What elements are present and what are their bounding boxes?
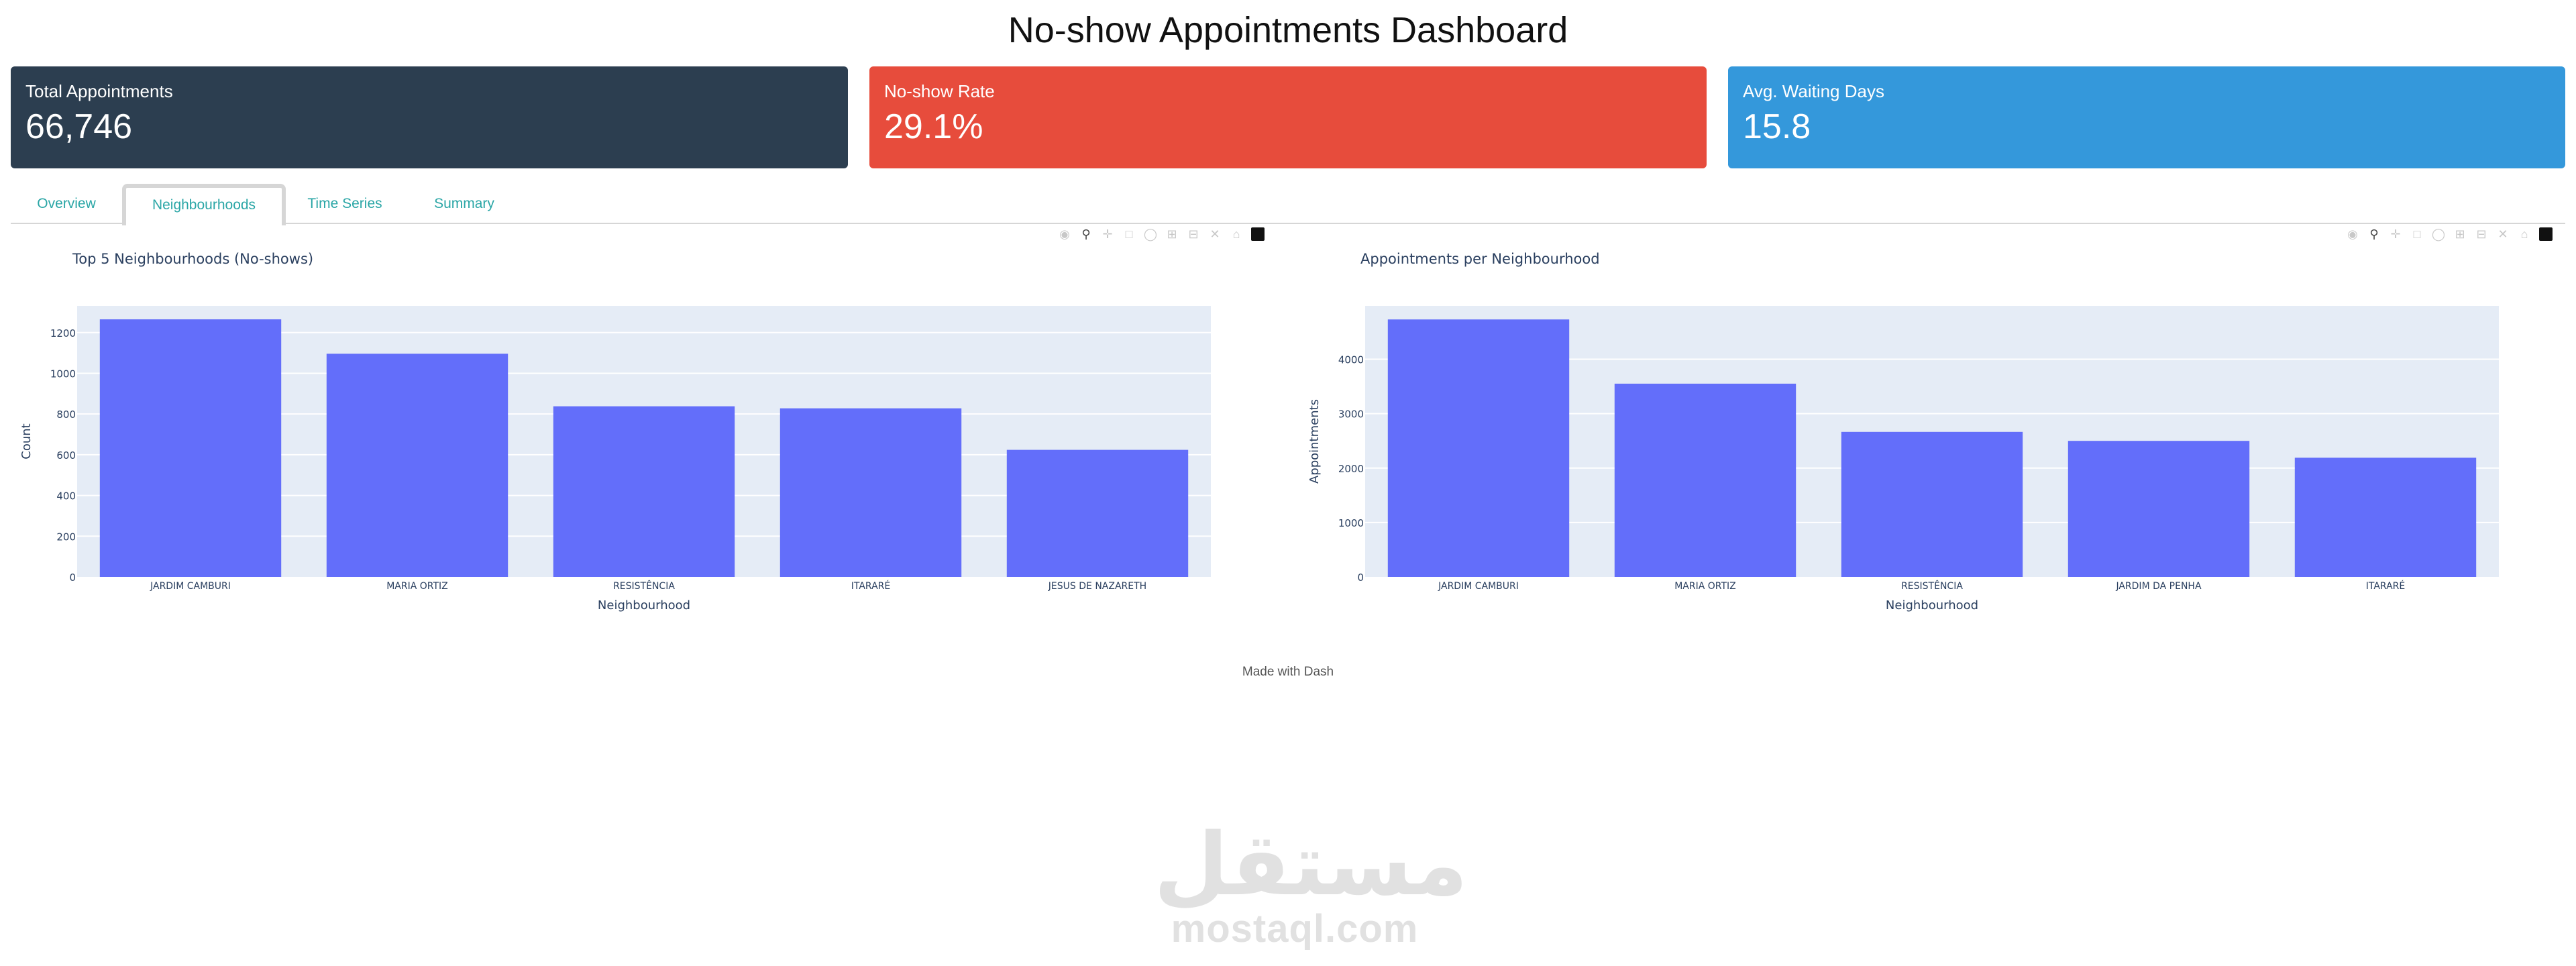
y-axis-title: Appointments — [1307, 399, 1322, 484]
bar[interactable] — [1006, 449, 1189, 577]
y-tick-label: 800 — [56, 409, 76, 421]
y-tick-label: 2000 — [1338, 463, 1364, 475]
plotly-logo-icon[interactable] — [1250, 227, 1265, 241]
watermark-logo: مستقل mostaql.com — [1154, 815, 1468, 951]
pan-icon[interactable]: ✛ — [1102, 227, 1113, 241]
bar[interactable] — [326, 354, 508, 577]
reset-axes-icon[interactable]: ⌂ — [2520, 227, 2528, 241]
x-tick-label: JARDIM DA PENHA — [2115, 581, 2201, 592]
y-tick-label: 1000 — [1338, 517, 1364, 529]
bar[interactable] — [1841, 431, 2023, 577]
x-tick-label: JARDIM CAMBURI — [150, 581, 231, 592]
x-tick-label: MARIA ORTIZ — [386, 581, 448, 592]
x-tick-label: RESISTÊNCIA — [613, 580, 675, 592]
chart-title-top-neighbourhoods: Top 5 Neighbourhoods (No-shows) — [72, 251, 314, 267]
lasso-icon[interactable]: ◯ — [2431, 227, 2446, 241]
y-tick-label: 4000 — [1338, 354, 1364, 366]
camera-icon[interactable]: ◉ — [1059, 227, 1070, 241]
y-tick-label: 200 — [56, 531, 76, 543]
x-tick-label: MARIA ORTIZ — [1674, 581, 1736, 592]
x-tick-label: JESUS DE NAZARETH — [1048, 581, 1146, 592]
chart-modebar: ◉ ⚲ ✛ □ ◯ ⊞ ⊟ ✕ ⌂ — [1057, 227, 1265, 246]
x-tick-label: ITARARÉ — [2366, 580, 2405, 592]
bar[interactable] — [780, 408, 962, 577]
zoom-out-icon[interactable]: ⊟ — [1188, 227, 1199, 241]
bar[interactable] — [2068, 441, 2250, 577]
kpi-label: Total Appointments — [25, 81, 173, 101]
camera-icon[interactable]: ◉ — [2347, 227, 2358, 241]
bar[interactable] — [99, 319, 282, 577]
kpi-card-no-show-rate: No-show Rate 29.1% — [869, 66, 1707, 168]
pan-icon[interactable]: ✛ — [2390, 227, 2401, 241]
zoom-icon[interactable]: ⚲ — [1081, 227, 1091, 241]
x-tick-label: ITARARÉ — [851, 580, 890, 592]
kpi-value: 66,746 — [25, 107, 133, 146]
tab-neighbourhoods[interactable]: Neighbourhoods — [122, 184, 286, 225]
y-tick-label: 1200 — [50, 327, 76, 339]
zoom-in-icon[interactable]: ⊞ — [1167, 227, 1177, 241]
kpi-card-total-appointments: Total Appointments 66,746 — [11, 66, 848, 168]
bar[interactable] — [1387, 319, 1570, 577]
y-tick-label: 1000 — [50, 368, 76, 380]
autoscale-icon[interactable]: ✕ — [2498, 227, 2508, 241]
x-tick-label: RESISTÊNCIA — [1901, 580, 1963, 592]
box-select-icon[interactable]: □ — [1125, 227, 1133, 241]
page-title: No-show Appointments Dashboard — [1008, 10, 1568, 50]
x-tick-label: JARDIM CAMBURI — [1438, 581, 1519, 592]
kpi-value: 29.1% — [884, 107, 983, 146]
footer-text: Made with Dash — [1242, 665, 1334, 679]
box-select-icon[interactable]: □ — [2413, 227, 2421, 241]
zoom-out-icon[interactable]: ⊟ — [2476, 227, 2487, 241]
autoscale-icon[interactable]: ✕ — [1210, 227, 1220, 241]
chart-modebar: ◉ ⚲ ✛ □ ◯ ⊞ ⊟ ✕ ⌂ — [2345, 227, 2553, 246]
y-tick-label: 600 — [56, 449, 76, 462]
plotly-logo-icon[interactable] — [2538, 227, 2553, 241]
reset-axes-icon[interactable]: ⌂ — [1232, 227, 1240, 241]
y-axis-title: Count — [19, 423, 34, 459]
y-tick-label: 0 — [1357, 572, 1364, 584]
kpi-card-avg-waiting-days: Avg. Waiting Days 15.8 — [1728, 66, 2565, 168]
kpi-value: 15.8 — [1743, 107, 1811, 146]
bar[interactable] — [2294, 458, 2477, 577]
watermark-latin: mostaql.com — [1171, 907, 1419, 951]
tab-overview[interactable]: Overview — [37, 196, 96, 211]
y-tick-label: 400 — [56, 490, 76, 502]
y-tick-label: 3000 — [1338, 409, 1364, 421]
y-tick-label: 0 — [69, 572, 76, 584]
kpi-label: Avg. Waiting Days — [1743, 81, 1884, 101]
tab-time-series[interactable]: Time Series — [307, 196, 382, 211]
x-axis-title: Neighbourhood — [1886, 598, 1978, 612]
bar[interactable] — [553, 406, 735, 577]
x-axis-title: Neighbourhood — [598, 598, 690, 612]
zoom-icon[interactable]: ⚲ — [2369, 227, 2379, 241]
tab-bar: Overview Neighbourhoods Time Series Summ… — [11, 184, 2565, 225]
chart-title-appointments-per-neighbourhood: Appointments per Neighbourhood — [1360, 251, 1600, 267]
tab-summary[interactable]: Summary — [434, 196, 494, 211]
zoom-in-icon[interactable]: ⊞ — [2455, 227, 2465, 241]
lasso-icon[interactable]: ◯ — [1143, 227, 1158, 241]
bar[interactable] — [1614, 383, 1796, 577]
watermark-arabic: مستقل — [1154, 815, 1468, 915]
bar-chart-appointments[interactable]: 0 1000 2000 3000 4000 JARDIM CAMBURI MARIA ORT… — [1288, 295, 2563, 617]
kpi-label: No-show Rate — [884, 81, 995, 101]
bar-chart-no-shows[interactable]: 0 200 400 600 800 1000 1200 JARDIM CAMBURI MARIA… — [0, 295, 1275, 617]
